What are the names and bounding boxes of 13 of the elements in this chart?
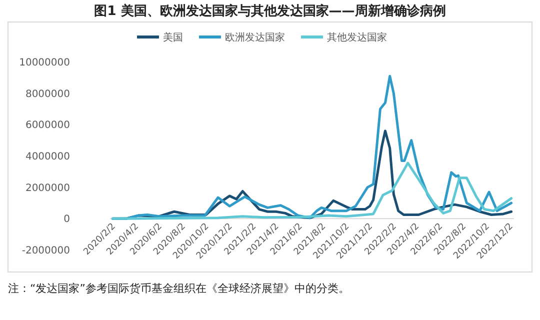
y-tick-label: 10000000 <box>19 58 70 68</box>
y-tick-label: 2000000 <box>25 182 70 194</box>
y-tick-label: 8000000 <box>25 88 70 100</box>
legend-label: 欧洲发达国家 <box>225 32 285 44</box>
y-tick-label: 4000000 <box>25 152 70 162</box>
legend-label: 美国 <box>163 32 183 44</box>
text: 注：“发达国家”参考国际货币基金组织在《全球经济展望》中的分类。 <box>8 282 350 295</box>
y-tick-label: 6000000 <box>25 120 70 132</box>
legend-label: 其他发达国家 <box>327 32 387 44</box>
chart-title: 图1 美国、欧洲发达国家与其他发达国家——周新增确诊病例 <box>94 3 446 19</box>
line-series <box>111 162 513 220</box>
y-tick-label: -2000000 <box>22 246 70 256</box>
y-tick-label: 0 <box>64 214 70 226</box>
